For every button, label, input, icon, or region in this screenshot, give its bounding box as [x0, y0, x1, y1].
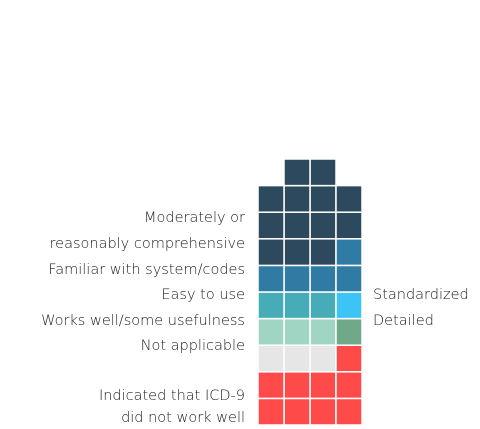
waffle-cell: [335, 291, 363, 320]
waffle-cell: [257, 397, 285, 426]
waffle-cell: [335, 211, 363, 240]
waffle-cell: [309, 371, 337, 400]
waffle-cell: [283, 184, 311, 213]
waffle-cell: [257, 291, 285, 320]
waffle-cell: [283, 158, 311, 187]
waffle-cell: [309, 238, 337, 267]
waffle-cell: [309, 158, 337, 187]
legend-label: Indicated that ICD-9: [99, 388, 245, 404]
waffle-cell: [309, 184, 337, 213]
legend-label: reasonably comprehensive: [50, 236, 246, 252]
waffle-cell: [335, 344, 363, 373]
waffle-cell: [335, 264, 363, 293]
waffle-cell: [283, 264, 311, 293]
waffle-cell: [309, 317, 337, 346]
waffle-cell: [257, 344, 285, 373]
waffle-cell: [283, 397, 311, 426]
waffle-cell: [257, 238, 285, 267]
waffle-cell: [309, 211, 337, 240]
waffle-cell: [283, 317, 311, 346]
waffle-cell: [309, 264, 337, 293]
legend-label: Detailed: [373, 313, 434, 329]
waffle-cell: [283, 238, 311, 267]
legend-label: Works well/some usefulness: [41, 313, 245, 329]
legend-label: Familiar with system/codes: [48, 262, 245, 278]
waffle-cell: [283, 211, 311, 240]
waffle-cell: [309, 397, 337, 426]
legend-label: Easy to use: [161, 287, 245, 303]
waffle-cell: [335, 238, 363, 267]
waffle-cell: [335, 397, 363, 426]
waffle-cell: [257, 317, 285, 346]
waffle-cell: [283, 371, 311, 400]
waffle-cell: [257, 264, 285, 293]
waffle-cell: [335, 184, 363, 213]
waffle-cell: [283, 344, 311, 373]
legend-label: Moderately or: [144, 210, 245, 226]
legend-label: Not applicable: [141, 338, 245, 354]
legend-label: did not work well: [121, 410, 245, 426]
legend-label: Standardized: [373, 287, 469, 303]
waffle-cell: [257, 211, 285, 240]
waffle-cell: [309, 291, 337, 320]
waffle-cell: [257, 184, 285, 213]
waffle-cell: [283, 291, 311, 320]
waffle-cell: [335, 317, 363, 346]
waffle-cell: [335, 371, 363, 400]
waffle-cell: [309, 344, 337, 373]
waffle-cell: [257, 371, 285, 400]
